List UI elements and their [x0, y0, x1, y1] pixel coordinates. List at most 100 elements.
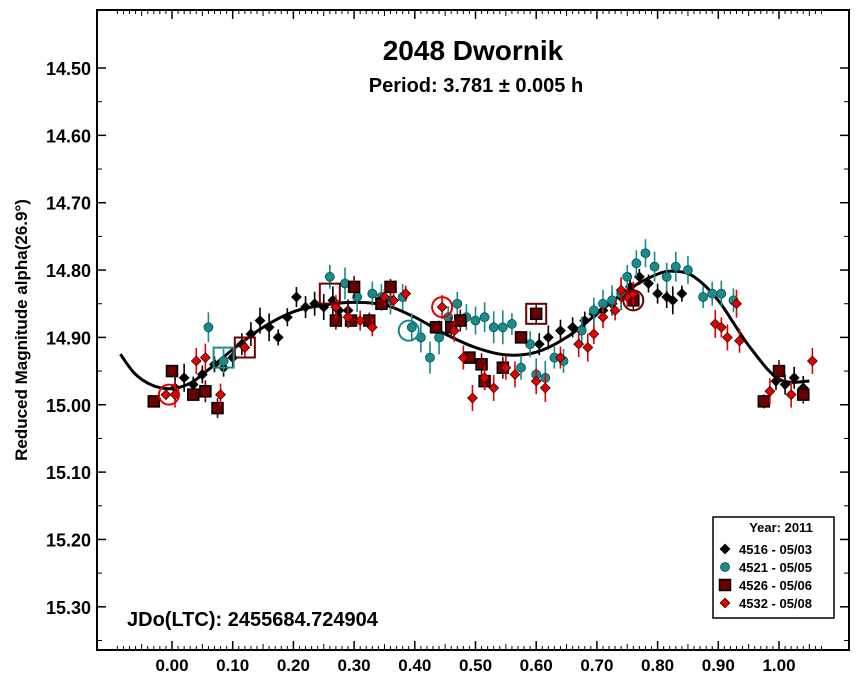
legend: Year: 2011 4516 - 05/03 4521 - 05/05 4526 … — [712, 516, 835, 619]
data-point — [721, 331, 733, 343]
data-point — [509, 369, 521, 380]
data-point — [507, 319, 517, 329]
data-point — [670, 261, 681, 272]
data-point — [661, 271, 672, 282]
data-point — [533, 338, 545, 350]
highlight-circle — [157, 383, 180, 406]
data-point — [555, 352, 566, 364]
data-point — [281, 311, 293, 323]
data-point — [263, 321, 275, 333]
data-point — [731, 298, 742, 310]
data-point — [764, 385, 776, 397]
series-1 — [203, 239, 739, 395]
data-point — [379, 291, 390, 303]
data-point — [488, 382, 500, 394]
data-point — [698, 292, 709, 302]
y-tick-label: 14.70 — [46, 194, 91, 214]
highlighted-points-layer — [157, 282, 645, 406]
data-point — [354, 315, 366, 326]
y-tick-label: 14.90 — [46, 328, 91, 348]
data-point — [425, 352, 435, 363]
highlight-square — [318, 282, 341, 305]
data-point — [203, 322, 214, 333]
data-point — [448, 325, 460, 337]
data-point — [567, 321, 579, 333]
data-point — [514, 331, 528, 344]
data-point — [309, 298, 321, 310]
data-point — [467, 392, 478, 404]
data-point — [588, 305, 599, 316]
legend-marker — [718, 578, 732, 592]
data-point — [470, 315, 481, 326]
highlight-square — [212, 346, 235, 369]
data-point — [218, 356, 229, 366]
data-point — [388, 294, 399, 306]
data-point — [707, 288, 718, 299]
data-point — [488, 322, 499, 333]
highlight-square — [233, 336, 256, 359]
data-point — [582, 342, 594, 353]
data-point — [165, 364, 179, 378]
y-tick-label: 15.30 — [46, 598, 91, 618]
data-point — [475, 358, 488, 371]
data-point — [597, 311, 609, 323]
highlight-circle — [431, 296, 454, 319]
data-point — [555, 325, 566, 337]
data-point — [160, 389, 172, 401]
data-point — [497, 322, 508, 333]
data-point — [640, 248, 651, 259]
x-tick-label: 0.40 — [398, 656, 431, 675]
data-point — [434, 332, 444, 343]
data-point — [436, 301, 448, 313]
data-point — [652, 288, 664, 300]
x-tick-label: 0.00 — [155, 656, 188, 675]
data-point — [525, 339, 536, 350]
legend-box — [712, 516, 835, 619]
series-3 — [160, 277, 818, 412]
data-point — [211, 401, 224, 415]
data-point — [516, 362, 526, 373]
legend-marker — [719, 597, 731, 609]
data-point — [178, 372, 190, 384]
data-point — [500, 362, 512, 374]
data-point — [366, 321, 378, 333]
data-point — [622, 271, 633, 282]
data-point — [479, 312, 490, 323]
data-point — [199, 385, 212, 398]
data-point — [779, 379, 791, 390]
data-point — [406, 322, 417, 333]
jd-annotation: JDo(LTC): 2455684.724904 — [127, 609, 379, 631]
highlight-circle — [622, 289, 645, 312]
x-tick-label: 0.10 — [216, 656, 249, 675]
data-point — [186, 388, 200, 401]
data-point — [457, 352, 469, 364]
data-point — [772, 364, 786, 378]
data-point — [342, 311, 354, 323]
x-tick-label: 0.50 — [459, 656, 492, 675]
y-tick-label: 14.60 — [46, 126, 91, 146]
data-point — [479, 372, 491, 384]
legend-marker — [720, 562, 730, 572]
highlight-circle — [397, 319, 420, 342]
data-point — [716, 288, 727, 299]
data-point — [667, 294, 679, 306]
legend-title: Year: 2011 — [749, 520, 813, 535]
x-axis: 0.00 0.10 0.20 0.30 0.40 0.50 0.60 0.70 0.80 0.90… — [116, 10, 822, 675]
legend-label: 4526 - 05/06 — [739, 578, 812, 593]
y-axis: 14.50 14.60 14.70 14.80 14.90 15.00 15.10 15.20… — [46, 59, 849, 641]
data-point — [757, 395, 771, 408]
data-point — [324, 271, 335, 282]
data-point — [683, 265, 693, 275]
data-point — [215, 389, 226, 401]
data-point — [452, 298, 463, 309]
legend-label: 4532 - 05/08 — [739, 596, 812, 611]
data-point — [785, 389, 797, 401]
data-point — [573, 338, 585, 350]
data-point — [676, 288, 688, 300]
data-point — [643, 278, 654, 289]
y-tick-label: 14.80 — [46, 261, 91, 281]
series-2 — [147, 275, 810, 419]
y-axis-label: Reduced Magnitude alpha(26.9°) — [12, 199, 31, 461]
x-tick-label: 0.60 — [520, 656, 553, 675]
